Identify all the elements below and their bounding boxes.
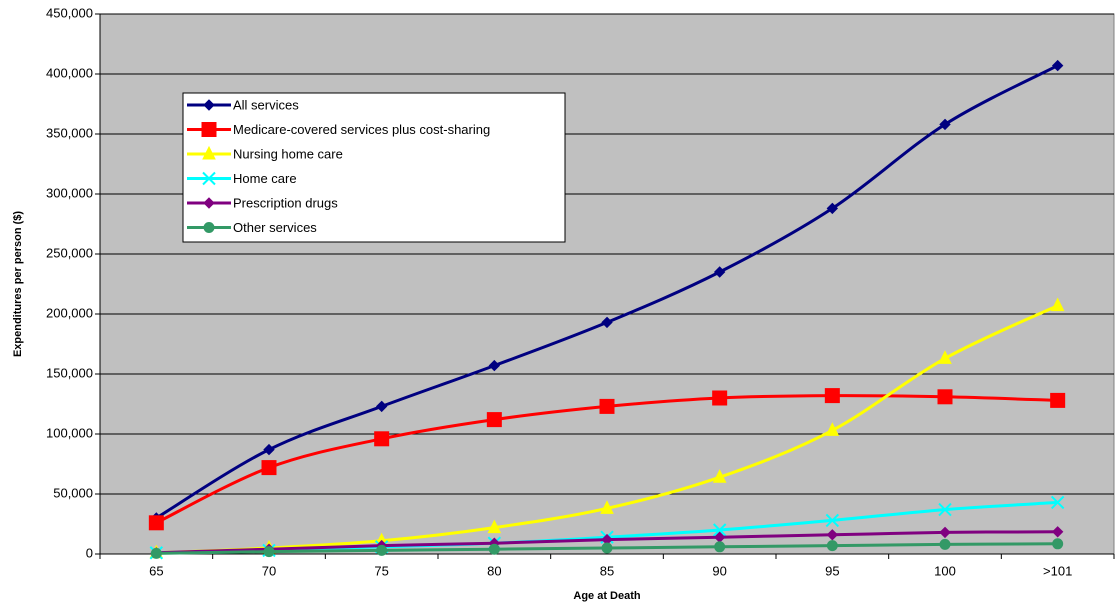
marker	[714, 541, 726, 553]
marker	[261, 460, 277, 476]
y-tick-label: 450,000	[46, 5, 93, 20]
marker	[1050, 495, 1065, 510]
x-tick-label: 70	[262, 563, 276, 578]
x-tick-label: >101	[1043, 563, 1072, 578]
marker	[263, 546, 275, 558]
legend-box	[182, 92, 566, 243]
marker	[826, 529, 839, 541]
y-tick-label: 200,000	[46, 305, 93, 320]
marker	[825, 513, 840, 528]
x-tick-label: 75	[374, 563, 388, 578]
legend-label: Medicare-covered services plus cost-shar…	[233, 122, 490, 137]
y-tick-label: 0	[86, 545, 93, 560]
marker	[486, 412, 502, 428]
marker	[148, 515, 164, 531]
marker	[488, 359, 501, 372]
marker	[202, 145, 216, 160]
marker	[1052, 538, 1064, 550]
x-tick-label: 95	[825, 563, 839, 578]
marker	[1051, 59, 1064, 72]
marker	[1050, 297, 1065, 312]
marker	[374, 431, 390, 447]
legend: All services Medicare-covered services pl…	[182, 92, 566, 243]
marker	[201, 122, 217, 137]
x-tick-label: 100	[934, 563, 956, 578]
y-tick-label: 100,000	[46, 425, 93, 440]
marker	[939, 538, 951, 550]
y-tick-label: 50,000	[53, 485, 93, 500]
marker	[939, 526, 951, 539]
x-tick-label: 65	[149, 563, 163, 578]
marker	[938, 350, 952, 364]
y-tick-label: 150,000	[46, 365, 93, 380]
marker	[825, 422, 840, 436]
y-tick-label: 300,000	[46, 185, 93, 200]
marker	[712, 469, 727, 483]
marker	[939, 118, 951, 131]
marker	[375, 400, 388, 413]
legend-label: All services	[233, 97, 299, 112]
marker	[713, 266, 726, 278]
marker	[488, 543, 500, 555]
x-axis-title: Age at Death	[573, 590, 641, 602]
legend-label: Prescription drugs	[233, 195, 338, 210]
y-tick-label: 400,000	[46, 65, 93, 80]
marker	[203, 197, 215, 209]
x-tick-label: 80	[487, 563, 501, 578]
marker	[1051, 526, 1064, 538]
legend-label: Other services	[233, 220, 317, 235]
marker	[826, 202, 839, 215]
marker	[937, 389, 953, 405]
y-tick-label: 350,000	[46, 125, 93, 140]
y-tick-label: 250,000	[46, 245, 93, 260]
marker	[202, 171, 216, 186]
y-axis-title: Expenditures per person ($)	[12, 211, 24, 357]
x-tick-label: 90	[712, 563, 726, 578]
marker	[150, 547, 162, 559]
marker	[487, 519, 502, 534]
marker	[600, 500, 614, 514]
marker	[203, 99, 215, 111]
series-line	[156, 304, 1059, 555]
marker	[712, 390, 728, 406]
marker	[712, 523, 727, 537]
x-tick-label: 85	[600, 563, 614, 578]
marker	[203, 222, 215, 233]
marker	[1050, 392, 1066, 408]
marker	[938, 502, 952, 517]
marker	[263, 443, 275, 456]
marker	[601, 542, 613, 554]
marker	[601, 316, 613, 329]
marker	[826, 540, 838, 552]
marker	[376, 544, 388, 556]
marker	[599, 398, 615, 414]
marker	[824, 388, 840, 404]
legend-label: Home care	[233, 171, 297, 186]
legend-label: Nursing home care	[233, 146, 343, 161]
